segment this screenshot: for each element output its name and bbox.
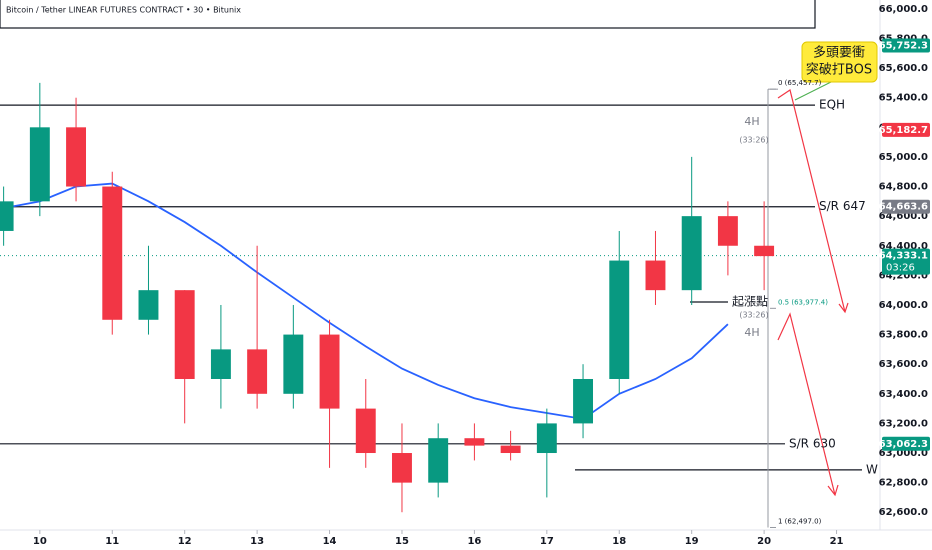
y-tick-label: 64,200.0 <box>879 270 928 281</box>
x-tick-label: 12 <box>178 536 192 547</box>
x-tick-label: 19 <box>685 536 699 547</box>
y-tick-label: 63,800.0 <box>879 330 928 341</box>
y-tick-label: 62,600.0 <box>879 507 928 518</box>
candle-body <box>29 127 50 202</box>
arrowhead <box>827 484 839 497</box>
price-badge <box>882 436 930 451</box>
y-tick-label: 63,600.0 <box>879 359 928 370</box>
price-badge-label: 65,752.3 <box>879 41 928 52</box>
price-badge <box>882 122 930 137</box>
chart-title: Bitcoin / Tether LINEAR FUTURES CONTRACT… <box>6 6 241 15</box>
candle-body <box>247 349 268 394</box>
y-tick-label: 63,200.0 <box>879 418 928 429</box>
arrowhead <box>838 302 849 314</box>
level-label: EQH <box>819 98 845 112</box>
price-badge-sub: 03:26 <box>886 263 915 274</box>
y-tick-label: 64,800.0 <box>879 182 928 193</box>
level-label: S/R 630 <box>789 436 836 450</box>
x-tick-label: 21 <box>830 536 844 547</box>
candle-body <box>66 127 87 187</box>
legend-box <box>0 0 816 29</box>
candle-body <box>754 245 775 257</box>
note: 4H <box>744 326 759 339</box>
candle-body <box>174 290 195 379</box>
candle-body <box>681 216 702 291</box>
candle-body <box>283 334 304 394</box>
y-tick-label: 64,600.0 <box>879 211 928 222</box>
candle-body <box>210 349 231 379</box>
candle-body <box>717 216 738 246</box>
candle-body <box>500 445 521 454</box>
y-tick-label: 63,000.0 <box>879 448 928 459</box>
price-badge-label: 63,062.3 <box>879 439 928 450</box>
x-tick-label: 18 <box>612 536 626 547</box>
candle-body <box>645 260 666 291</box>
price-badge-label: 64,333.1 <box>879 251 928 262</box>
candle-body <box>428 438 449 483</box>
x-tick-label: 17 <box>540 536 554 547</box>
price-badge <box>882 199 930 214</box>
y-tick-label: 65,400.0 <box>879 93 928 104</box>
candle-body <box>138 290 159 320</box>
candle-body <box>355 408 376 454</box>
candle-body <box>464 438 485 446</box>
x-tick-label: 15 <box>395 536 409 547</box>
callout-text: 多頭要衝 <box>813 45 865 61</box>
x-tick-label: 14 <box>323 536 337 547</box>
y-tick-label: 64,400.0 <box>879 241 928 252</box>
y-tick-label: 62,800.0 <box>879 478 928 489</box>
candle-body <box>573 378 594 424</box>
y-tick-label: 63,400.0 <box>879 389 928 400</box>
fib-label: 0.5 (63,977.4) <box>778 298 828 306</box>
note: (33:26) <box>739 311 768 320</box>
level-label: 起漲點 <box>732 295 768 309</box>
arrow <box>777 89 846 313</box>
candle-body <box>0 201 14 231</box>
price-badge <box>882 248 930 275</box>
price-badge-label: 65,182.7 <box>879 125 928 136</box>
arrow <box>777 312 836 496</box>
callout-pointer <box>794 79 836 101</box>
y-tick-label: 65,000.0 <box>879 152 928 163</box>
fib-label: 0 (65,457.7) <box>778 79 822 87</box>
candle-body <box>392 453 412 483</box>
candle-body <box>609 260 630 379</box>
x-tick-label: 10 <box>33 536 47 547</box>
candle-body <box>319 334 340 409</box>
price-badge-label: 64,663.6 <box>879 202 928 213</box>
plot <box>0 8 884 534</box>
price-badge <box>882 38 930 53</box>
note: (33:26) <box>739 136 768 145</box>
x-tick-label: 13 <box>250 536 264 547</box>
callout-box <box>801 41 878 83</box>
y-tick-label: 66,000.0 <box>879 4 928 15</box>
candle-body <box>102 186 123 320</box>
note: 4H <box>744 115 759 128</box>
level-label: S/R 647 <box>819 199 866 213</box>
x-tick-label: 20 <box>757 536 771 547</box>
fib-label: 1 (62,497.0) <box>778 517 822 525</box>
x-tick-label: 16 <box>467 536 481 547</box>
candle-body <box>536 423 557 454</box>
moving-average <box>0 182 729 420</box>
x-tick-label: 11 <box>105 536 119 547</box>
y-tick-label: 65,600.0 <box>879 63 928 74</box>
y-tick-label: 64,000.0 <box>879 300 928 311</box>
callout-text: 突破打BOS <box>806 62 872 78</box>
level-label: W <box>866 462 878 476</box>
